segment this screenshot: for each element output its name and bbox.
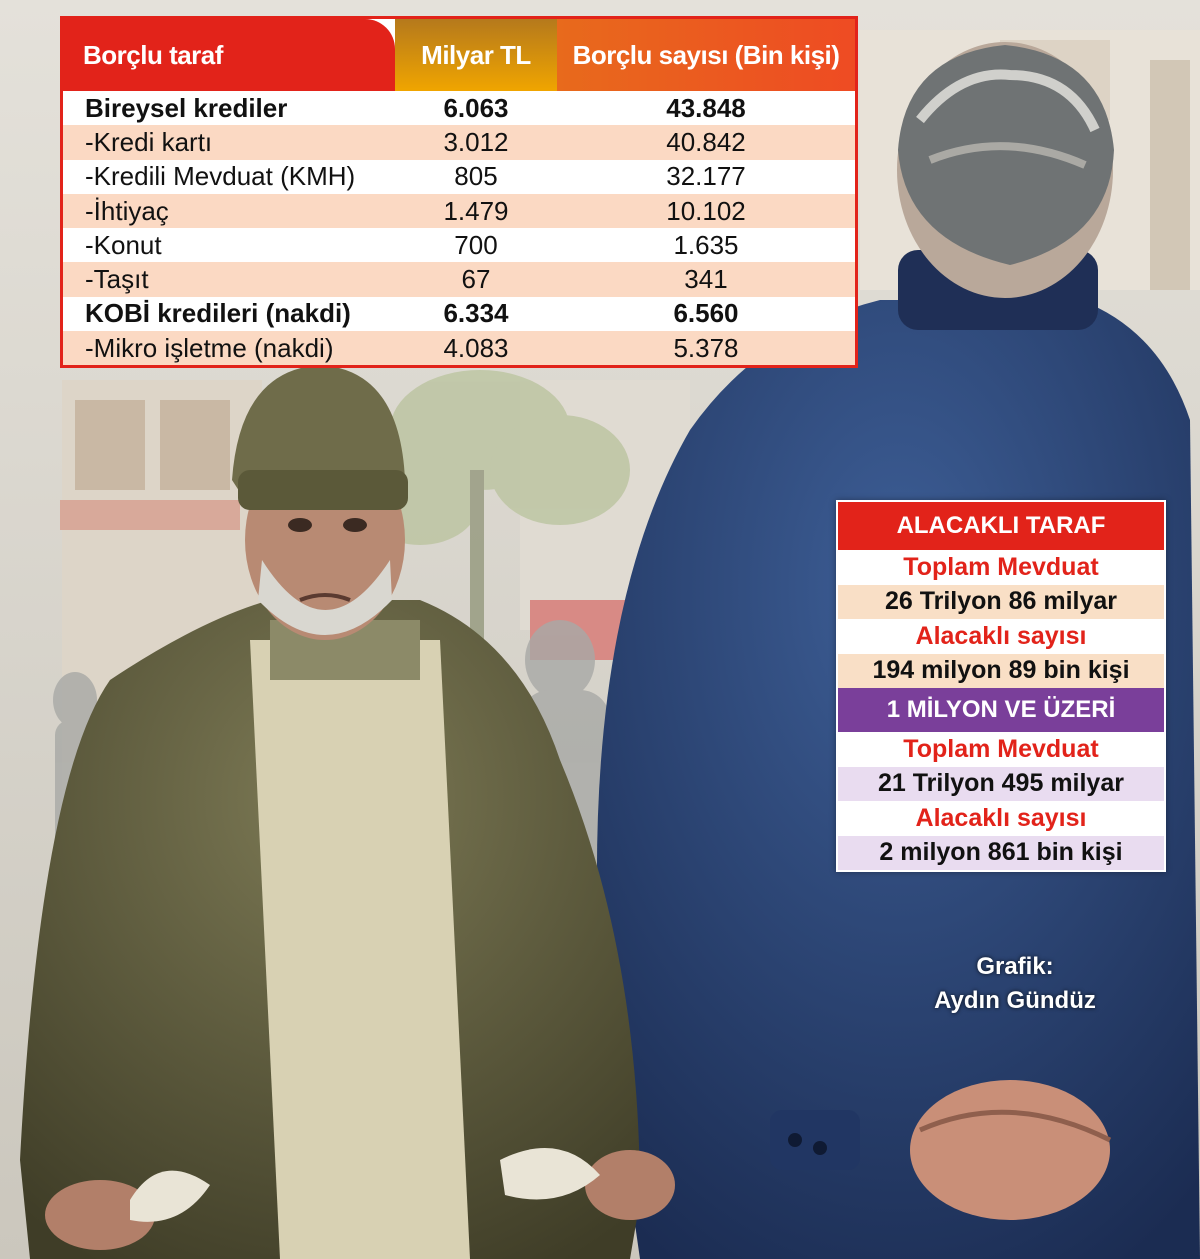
column-header-debtor-side: Borçlu taraf	[63, 19, 395, 91]
row-value-billion-tl: 6.063	[443, 92, 509, 123]
row-value-billion-tl: 700	[454, 229, 498, 260]
row-value-debtor-count: 5.378	[673, 332, 739, 363]
row-value-debtor-count: 341	[684, 264, 728, 295]
table-row: -Konut 700 1.635	[63, 228, 855, 262]
subgroup-count-label: Alacaklı sayısı	[838, 801, 1164, 836]
row-value-debtor-count: 43.848	[666, 92, 746, 123]
table-row: -Mikro işletme (nakdi) 4.083 5.378	[63, 331, 855, 366]
row-value-billion-tl: 4.083	[443, 332, 509, 363]
row-value-debtor-count: 10.102	[666, 195, 746, 226]
column-header-billion-tl: Milyar TL	[395, 19, 557, 91]
creditor-panel-title: ALACAKLI TARAF	[838, 502, 1164, 550]
subgroup-deposit-label: Toplam Mevduat	[838, 732, 1164, 767]
total-deposit-label: Toplam Mevduat	[838, 550, 1164, 585]
debtor-table-header: Borçlu taraf Milyar TL Borçlu sayısı (Bi…	[63, 19, 855, 91]
debtor-table: Borçlu taraf Milyar TL Borçlu sayısı (Bi…	[60, 16, 858, 369]
row-value-billion-tl: 67	[461, 264, 491, 295]
graphic-credit-author: Aydın Gündüz	[934, 987, 1096, 1014]
column-header-debtor-count: Borçlu sayısı (Bin kişi)	[557, 19, 855, 91]
subgroup-title: 1 MİLYON VE ÜZERİ	[838, 688, 1164, 732]
subgroup-deposit-value: 21 Trilyon 495 milyar	[838, 766, 1164, 801]
row-label: -Mikro işletme (nakdi)	[85, 332, 334, 363]
creditor-count-value: 194 milyon 89 bin kişi	[838, 653, 1164, 688]
graphic-credit: Grafik: Aydın Gündüz	[900, 950, 1130, 1018]
row-label: -Taşıt	[85, 264, 149, 295]
subgroup-count-value: 2 milyon 861 bin kişi	[838, 835, 1164, 870]
table-row: -Kredi kartı 3.012 40.842	[63, 125, 855, 160]
row-label: -Konut	[85, 229, 162, 260]
row-value-billion-tl: 805	[454, 161, 498, 192]
row-label: Bireysel krediler	[85, 92, 288, 123]
table-row: -Kredili Mevduat (KMH) 805 32.177	[63, 160, 855, 194]
row-value-debtor-count: 32.177	[666, 161, 746, 192]
row-value-debtor-count: 6.560	[673, 298, 739, 329]
row-label: KOBİ kredileri (nakdi)	[85, 298, 351, 329]
row-label: -Kredili Mevduat (KMH)	[85, 161, 356, 192]
table-row: Bireysel krediler 6.063 43.848	[63, 91, 855, 125]
street-trees	[360, 370, 630, 640]
row-label: -Kredi kartı	[85, 126, 213, 157]
row-value-debtor-count: 40.842	[666, 126, 746, 157]
total-deposit-value: 26 Trilyon 86 milyar	[838, 584, 1164, 619]
table-row: -Taşıt 67 341	[63, 262, 855, 297]
debtor-table-body: Bireysel krediler 6.063 43.848 -Kredi kartı…	[63, 91, 855, 366]
creditor-panel: ALACAKLI TARAF Toplam Mevduat 26 Trilyon…	[836, 500, 1166, 872]
table-row: -İhtiyaç 1.479 10.102	[63, 193, 855, 229]
row-value-billion-tl: 6.334	[443, 298, 509, 329]
poor-man-figure	[20, 365, 675, 1259]
row-label: -İhtiyaç	[85, 195, 169, 226]
row-value-billion-tl: 3.012	[443, 126, 509, 157]
graphic-credit-label: Grafik:	[976, 953, 1054, 980]
table-row: KOBİ kredileri (nakdi) 6.334 6.560	[63, 297, 855, 331]
row-value-billion-tl: 1.479	[443, 195, 509, 226]
row-value-debtor-count: 1.635	[673, 229, 739, 260]
creditor-count-label: Alacaklı sayısı	[838, 619, 1164, 654]
